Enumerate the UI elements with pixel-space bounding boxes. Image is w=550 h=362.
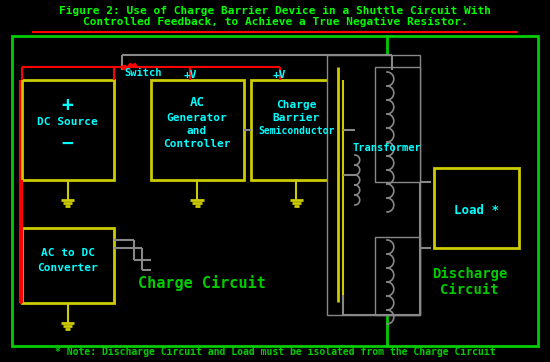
Text: Discharge
Circuit: Discharge Circuit bbox=[432, 267, 508, 297]
Bar bbox=[434, 168, 519, 248]
Text: −: − bbox=[62, 134, 74, 152]
Text: +: + bbox=[62, 96, 74, 114]
Text: Transformer: Transformer bbox=[353, 143, 421, 153]
Bar bbox=[251, 80, 343, 180]
Text: Converter: Converter bbox=[37, 263, 98, 273]
Text: Controlled Feedback, to Achieve a True Negative Resistor.: Controlled Feedback, to Achieve a True N… bbox=[82, 17, 468, 27]
Bar bbox=[375, 237, 420, 315]
Text: Charge Circuit: Charge Circuit bbox=[138, 275, 266, 291]
Text: DC Source: DC Source bbox=[37, 117, 98, 127]
Bar bbox=[375, 67, 420, 182]
Bar bbox=[327, 55, 420, 315]
Bar bbox=[22, 80, 114, 180]
Bar bbox=[22, 228, 114, 303]
Text: +V: +V bbox=[273, 70, 287, 80]
Bar bbox=[387, 36, 538, 346]
Text: AC: AC bbox=[190, 97, 205, 109]
Text: Semiconductor: Semiconductor bbox=[258, 126, 334, 136]
Text: Figure 2: Use of Charge Barrier Device in a Shuttle Circuit With: Figure 2: Use of Charge Barrier Device i… bbox=[59, 6, 491, 16]
Bar bbox=[338, 67, 409, 302]
Text: Load *: Load * bbox=[454, 203, 499, 216]
Text: and: and bbox=[187, 126, 207, 136]
Text: +V: +V bbox=[184, 70, 197, 80]
Text: Switch: Switch bbox=[125, 68, 162, 78]
Text: Charge: Charge bbox=[276, 100, 317, 110]
Bar bbox=[12, 36, 392, 346]
Text: AC to DC: AC to DC bbox=[41, 248, 95, 258]
Text: Barrier: Barrier bbox=[273, 113, 320, 123]
Text: Generator: Generator bbox=[167, 113, 228, 123]
Text: * Note: Discharge Circuit and Load must be isolated from the Charge Circuit: * Note: Discharge Circuit and Load must … bbox=[54, 347, 496, 357]
Bar bbox=[151, 80, 244, 180]
Text: Controller: Controller bbox=[163, 139, 231, 149]
